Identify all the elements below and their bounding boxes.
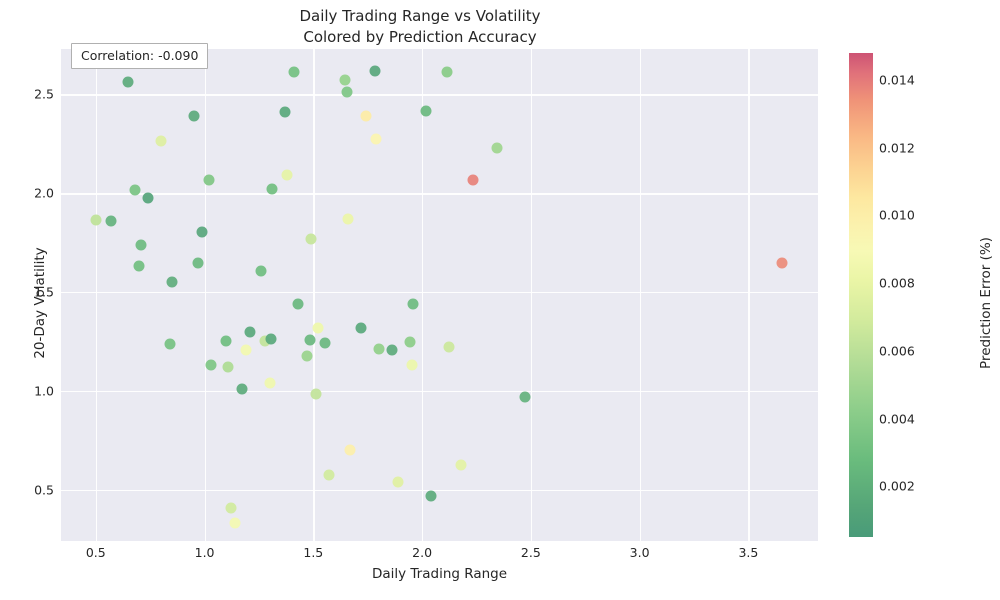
scatter-point [133,260,145,272]
y-tick-label: 1.5 [34,284,54,300]
scatter-point [467,174,479,186]
scatter-point [90,214,102,226]
scatter-point [266,183,278,195]
x-gridline [422,49,424,541]
chart-title: Daily Trading Range vs Volatility Colore… [299,7,541,46]
scatter-point [292,298,304,310]
scatter-point [305,233,317,245]
colorbar [849,53,873,537]
scatter-point [443,341,455,353]
x-tick-label: 1.0 [194,545,215,560]
scatter-point [310,388,321,400]
colorbar-tick-label: 0.006 [879,343,915,359]
x-tick-label: 1.5 [303,545,324,560]
scatter-point [392,476,404,488]
plot-area [61,49,818,541]
scatter-point [229,517,241,529]
scatter-point [342,213,354,225]
colorbar-tick-label: 0.008 [879,275,915,291]
x-tick-label: 2.5 [520,545,541,560]
x-gridline [748,49,750,541]
scatter-point [164,338,176,350]
scatter-point [240,344,252,356]
scatter-point [192,257,204,269]
y-gridline [61,489,818,491]
x-gridline [313,49,315,541]
scatter-point [196,226,208,238]
x-tick-label: 3.0 [629,545,650,560]
y-tick-label: 0.5 [34,482,54,498]
scatter-point [265,333,277,345]
y-tick-label: 2.5 [34,86,54,102]
scatter-point [105,215,117,226]
scatter-point [339,74,351,86]
scatter-point [455,459,467,471]
scatter-point [220,335,232,347]
x-gridline [95,49,98,541]
scatter-point [407,298,419,310]
y-tick-label: 2.0 [34,185,54,201]
scatter-point [288,66,300,78]
x-gridline [639,49,641,541]
y-tick-label: 1.0 [34,383,54,399]
colorbar-tick-label: 0.012 [879,140,915,156]
scatter-point [222,361,234,373]
colorbar-label: Prediction Error (%) [978,237,994,369]
scatter-point [420,105,432,117]
colorbar-tick-label: 0.004 [879,411,915,427]
y-gridline [61,390,818,393]
scatter-point [323,469,335,481]
scatter-point [386,344,398,356]
scatter-point [369,65,381,77]
scatter-point [135,239,147,251]
scatter-point [355,322,367,334]
x-axis-label: Daily Trading Range [371,566,508,582]
scatter-point [142,192,154,204]
scatter-point [155,135,167,147]
scatter-point [406,359,418,371]
y-gridline [61,292,818,294]
scatter-point [255,265,267,277]
scatter-point [441,66,453,78]
scatter-point [129,184,141,196]
scatter-point [341,86,353,98]
scatter-point [491,142,503,154]
scatter-point [225,502,237,514]
x-tick-label: 2.0 [412,545,433,560]
scatter-point [404,336,416,348]
scatter-point [301,350,313,362]
scatter-point [360,110,372,122]
scatter-point [304,334,316,346]
x-tick-label: 0.5 [85,545,106,560]
scatter-point [264,377,276,389]
scatter-point [370,133,382,145]
scatter-point [373,343,385,355]
scatter-point [425,490,437,502]
scatter-point [519,391,531,403]
x-tick-label: 3.5 [738,545,759,560]
correlation-annotation: Correlation: -0.090 [71,43,209,69]
scatter-point [236,383,248,395]
colorbar-tick-label: 0.002 [879,478,915,494]
scatter-point [776,257,788,269]
scatter-point [166,276,178,288]
y-gridline [61,94,818,96]
scatter-point [244,326,256,338]
scatter-point [122,76,134,88]
scatter-point [279,106,291,118]
x-gridline [204,49,206,541]
colorbar-tick-label: 0.014 [879,72,915,88]
scatter-point [205,359,217,371]
scatter-point [281,169,293,181]
scatter-point [319,337,331,349]
x-gridline [530,49,533,541]
colorbar-tick-label: 0.010 [879,207,915,223]
scatter-point [203,174,215,186]
scatter-point [344,444,356,456]
y-gridline [61,193,818,195]
scatter-point [188,110,200,122]
scatter-point [312,322,324,334]
